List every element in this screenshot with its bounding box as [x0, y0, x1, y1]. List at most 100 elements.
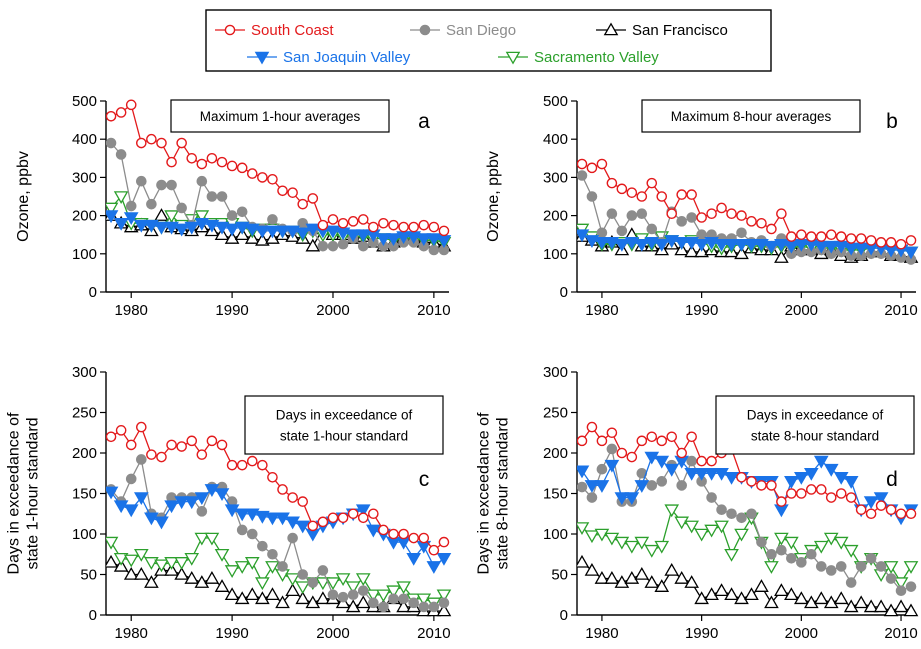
data-point: [577, 522, 590, 536]
legend-label: San Joaquin Valley: [283, 49, 411, 66]
panel-b: 0 100 200 300 400 500 1980 1990 2000 2010 Ozone, p…: [485, 93, 919, 319]
data-point: [345, 229, 361, 243]
data-point: [166, 156, 177, 168]
data-point: [885, 237, 897, 248]
data-point: [186, 435, 198, 447]
data-point: [214, 579, 230, 592]
data-point: [174, 223, 189, 237]
data-point: [594, 528, 610, 542]
data-point: [287, 532, 298, 544]
data-point: [903, 603, 919, 617]
data-point: [875, 237, 887, 248]
data-point: [694, 467, 709, 481]
data-point: [398, 221, 409, 233]
data-point: [833, 471, 849, 485]
data-point: [146, 198, 157, 210]
data-point: [875, 500, 887, 511]
data-point: [626, 451, 638, 463]
data-point: [614, 492, 630, 506]
data-point: [825, 565, 837, 576]
data-point: [123, 554, 139, 568]
y-tick-label: 300: [72, 364, 97, 381]
data-point: [398, 528, 409, 540]
data-point: [275, 225, 290, 239]
data-point: [636, 208, 648, 219]
legend-label: San Diego: [446, 22, 516, 39]
data-point: [257, 172, 268, 183]
data-point: [345, 581, 361, 595]
data-point: [335, 573, 351, 587]
y-tick-label: 0: [89, 284, 97, 301]
data-point: [674, 237, 690, 250]
data-point: [236, 162, 248, 174]
annotation-box: [715, 395, 915, 455]
data-point: [815, 561, 827, 572]
panel-letter: a: [418, 110, 430, 133]
data-point: [895, 238, 907, 250]
data-point: [113, 217, 129, 231]
data-point: [355, 504, 371, 518]
data-point: [714, 467, 729, 481]
data-point: [676, 447, 687, 459]
data-point: [766, 480, 777, 491]
data-point: [696, 212, 707, 223]
data-point: [806, 484, 817, 495]
data-point: [863, 599, 879, 613]
data-point: [214, 488, 230, 502]
data-point: [664, 562, 680, 576]
data-point: [216, 156, 228, 168]
series-sacramento-valley: [106, 532, 452, 611]
data-point: [776, 208, 787, 219]
data-point: [438, 536, 450, 548]
data-point: [154, 559, 169, 573]
data-point: [325, 577, 341, 591]
data-point: [236, 206, 248, 218]
data-point: [684, 237, 699, 250]
plot-area: [577, 421, 919, 617]
data-point: [317, 516, 329, 528]
data-point: [244, 557, 260, 570]
data-point: [863, 496, 879, 510]
data-point: [305, 238, 321, 252]
data-point: [106, 486, 119, 500]
data-point: [624, 540, 640, 554]
data-point: [347, 508, 359, 520]
series-line: [110, 425, 445, 552]
data-point: [136, 454, 147, 465]
data-point: [776, 544, 787, 556]
data-point: [196, 175, 208, 187]
data-point: [325, 225, 341, 239]
x-tick-label: 2010: [884, 302, 917, 319]
data-point: [438, 597, 450, 609]
data-point: [204, 219, 220, 233]
data-point: [337, 217, 349, 229]
data-point: [796, 229, 807, 240]
data-point: [144, 575, 159, 588]
data-point: [285, 573, 300, 587]
data-point: [226, 210, 238, 221]
data-point: [194, 217, 210, 231]
data-point: [666, 431, 678, 443]
data-point: [224, 565, 240, 578]
data-point: [144, 512, 159, 526]
data-point: [636, 191, 648, 202]
data-point: [224, 587, 240, 601]
data-point: [214, 221, 230, 235]
data-point: [766, 223, 777, 235]
data-point: [176, 137, 187, 149]
data-point: [106, 110, 117, 122]
data-point: [214, 548, 230, 562]
data-point: [714, 238, 729, 252]
data-point: [706, 455, 717, 467]
data-point: [724, 238, 739, 252]
data-point: [255, 591, 270, 605]
data-point: [418, 601, 430, 613]
series-line: [110, 457, 445, 608]
data-point: [297, 217, 309, 229]
data-point: [297, 496, 309, 507]
data-point: [194, 492, 210, 506]
legend-item-san-diego: San Diego: [410, 22, 516, 39]
data-point: [885, 573, 897, 584]
data-point: [614, 575, 630, 588]
data-point: [386, 585, 401, 599]
